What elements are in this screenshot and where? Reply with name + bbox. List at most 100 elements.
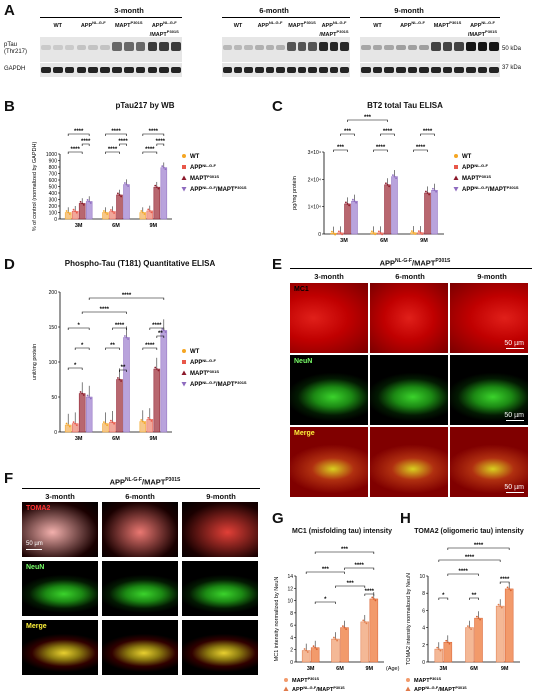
panel-f-title-a: APP [109, 477, 126, 487]
scale-bar [506, 491, 524, 493]
y-tick-label: 10 [419, 574, 425, 580]
data-point [371, 596, 374, 599]
data-point [467, 625, 469, 627]
legend-label-sup: NL-G-F [474, 185, 488, 190]
sig-label: **** [70, 147, 80, 153]
legend-label: APPNL-G-F/MAPTP301S [292, 686, 345, 693]
data-point [89, 202, 92, 204]
ptau-band [88, 45, 99, 50]
legend-label-sup2: P301S [507, 185, 519, 190]
sig-label: **** [74, 129, 84, 135]
legend-label-sup: NL-G-F [202, 380, 216, 385]
lane-label-sup: NL-G-F [92, 20, 106, 25]
ptau-band [276, 45, 285, 50]
y-tick-label: 10 [287, 599, 293, 605]
lane-label: MAPTP301S [430, 20, 465, 29]
legend-label-mid: /MAPT [488, 187, 507, 193]
data-point [395, 177, 397, 179]
legend-marker [454, 165, 458, 169]
sig-label: **** [474, 543, 484, 549]
panel-e-title-b: /MAPT [412, 258, 436, 268]
sig-bracket [67, 327, 90, 330]
data-point [379, 232, 382, 234]
data-point [65, 422, 68, 425]
legend-label-mid: /MAPT [438, 687, 456, 693]
gapdh-band [454, 67, 464, 73]
sig-label: *** [364, 115, 372, 121]
legend-label-sup2: P301S [235, 185, 247, 190]
data-point [497, 603, 500, 606]
data-point [127, 338, 129, 340]
data-point [336, 639, 338, 642]
ptau-band [171, 42, 181, 51]
y-tick-label: 400 [49, 191, 58, 197]
data-point [147, 208, 150, 211]
x-tick-label: 3M [75, 436, 83, 442]
micrograph-tile: NeuN [22, 561, 98, 616]
gapdh-band [372, 67, 383, 73]
data-point [437, 648, 440, 650]
ptau-band [477, 42, 488, 51]
chart-h-title: TOMA2 (oligomeric tau) intensity [414, 528, 524, 535]
data-point [393, 175, 396, 178]
data-point [476, 615, 478, 618]
lane-label: APPNL-G-F/MAPTP301S [465, 20, 500, 38]
panel-e-underline [290, 268, 532, 269]
data-point [155, 186, 158, 189]
micrograph-row-label: MC1 [294, 286, 309, 293]
x-tick-label: 3M [340, 238, 348, 244]
legend-label-main: APP [190, 187, 202, 193]
gapdh-band [41, 67, 51, 73]
legend-label-sup: P301S [207, 369, 219, 374]
data-point [74, 422, 77, 425]
y-tick-label: 2 [422, 643, 425, 649]
ptau-band [255, 45, 264, 50]
sig-bracket [119, 143, 127, 146]
y-tick-label: 8 [422, 591, 425, 597]
data-point [378, 230, 380, 233]
sig-bracket [142, 347, 158, 350]
legend-marker [182, 154, 186, 158]
y-tick-label: 600 [49, 178, 58, 184]
data-point [75, 424, 78, 426]
gapdh-band [329, 67, 339, 73]
bar [504, 588, 514, 663]
data-point [331, 230, 333, 233]
data-point [118, 378, 121, 381]
data-point [343, 626, 346, 629]
data-point [385, 182, 387, 185]
lane-label: APPNL-G-F/MAPTP301S [318, 20, 350, 38]
data-point [448, 642, 451, 645]
sig-bracket [88, 297, 165, 300]
sig-label: **** [500, 577, 510, 583]
legend-marker [181, 370, 187, 375]
sig-bracket [373, 149, 388, 152]
y-axis-label: TOMA2 intensity normalized by NeuN [406, 573, 412, 665]
y-tick-label: 100 [49, 211, 58, 217]
ptau-band [442, 42, 453, 51]
panel-e-title: APPNL-G-F/MAPTP301S [340, 258, 490, 268]
gapdh-band [255, 67, 264, 73]
gapdh-band [477, 67, 488, 73]
y-tick-label: 200 [49, 290, 58, 296]
chart-b-title: pTau217 by WB [115, 101, 175, 110]
y-tick-label: 2×10⁴ [308, 177, 321, 183]
data-point [81, 202, 84, 205]
lane-label-text: WT [373, 22, 382, 29]
sig-label: **** [416, 145, 426, 151]
data-point [88, 396, 91, 398]
data-point [312, 645, 315, 648]
legend-marker [453, 187, 459, 192]
scale-bar-label: 50 µm [504, 412, 524, 419]
micrograph-tile: 50 µm [450, 427, 528, 497]
legend-label-sup: P301S [207, 174, 219, 179]
sig-bracket [156, 143, 165, 146]
legend-label: MAPTP301S [292, 677, 319, 684]
sig-bracket [344, 567, 375, 570]
data-point [315, 648, 318, 651]
data-point [388, 185, 390, 188]
panel-f-title-b: /MAPT [142, 477, 166, 487]
